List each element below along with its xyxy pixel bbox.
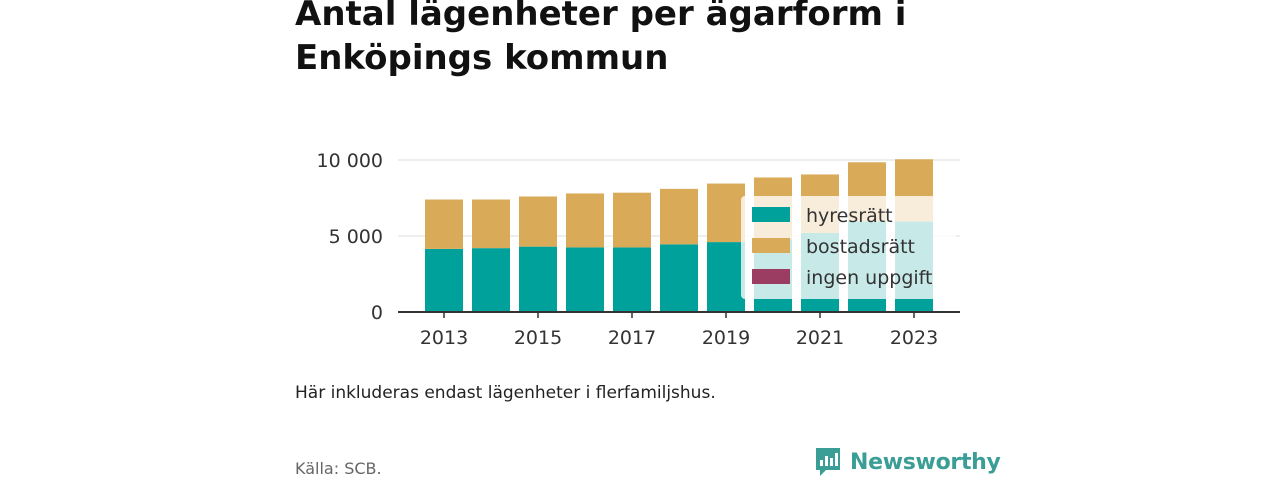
newsworthy-logo-icon [816,448,840,476]
bar-segment-hyresrätt [566,247,604,312]
y-tick-label: 5 000 [329,226,383,248]
bar-segment-hyresrätt [660,244,698,312]
brand-name: Newsworthy [850,449,1001,475]
legend-label: bostadsrätt [806,236,915,258]
bar-segment-hyresrätt [425,248,463,312]
bar-segment-bostadsrätt [425,199,463,249]
bar-segment-hyresrätt [519,246,557,312]
bar-segment-bostadsrätt [660,188,698,245]
legend-swatch [752,207,790,222]
bar-segment-bostadsrätt [613,192,651,248]
x-tick-label: 2013 [420,327,468,349]
legend-swatch [752,238,790,253]
y-tick-label: 10 000 [317,150,383,172]
bar-segment-bostadsrätt [519,196,557,247]
brand-logo: Newsworthy [814,446,1001,478]
x-tick-label: 2023 [890,327,938,349]
x-tick-label: 2021 [796,327,844,349]
chart-note: Här inkluderas endast lägenheter i flerf… [295,383,716,403]
x-tick-label: 2017 [608,327,656,349]
bar-segment-hyresrätt [472,248,510,312]
x-tick-label: 2015 [514,327,562,349]
legend-label: ingen uppgift [806,267,932,289]
chart-title: Antal lägenheter per ägarform i Enköping… [295,0,907,78]
bar-segment-bostadsrätt [472,199,510,249]
bar-segment-bostadsrätt [707,183,745,243]
axes: 0 5 000 10 000 2013 2015 2017 2019 2021 2023 [317,150,960,349]
legend-box [741,196,956,299]
legend: hyresrätt bostadsrätt ingen uppgift [741,196,956,299]
y-tick-label: 0 [371,302,383,324]
x-tick-label: 2019 [702,327,750,349]
legend-swatch [752,269,790,284]
legend-label: hyresrätt [806,205,893,227]
bar-segment-hyresrätt [613,247,651,312]
source-text: Källa: SCB. [295,459,382,478]
bar-segment-bostadsrätt [566,193,604,248]
bar-segment-hyresrätt [707,242,745,312]
